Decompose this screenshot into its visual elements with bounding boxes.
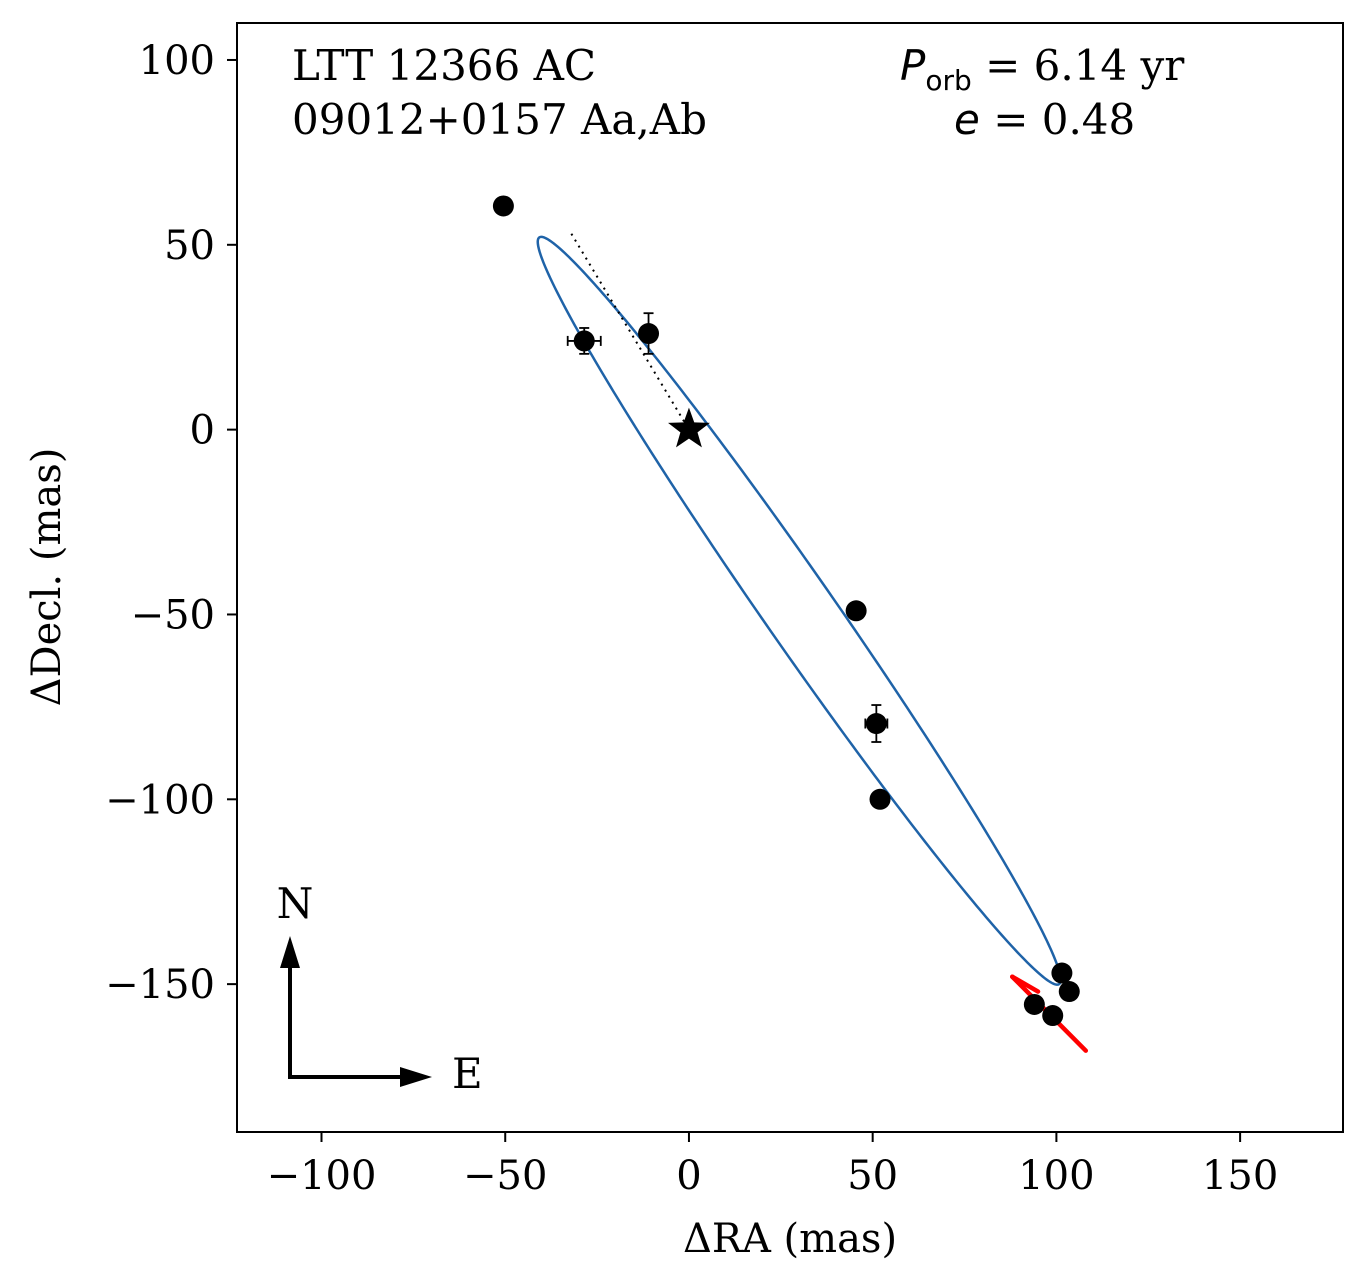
eccentricity-label: e = 0.48: [954, 95, 1135, 144]
data-point: [865, 713, 887, 735]
marks-layer: [492, 195, 1089, 1053]
x-tick-label: −100: [267, 1153, 377, 1199]
compass-east-arrowhead: [400, 1067, 432, 1087]
period-value: = 6.14 yr: [972, 41, 1185, 90]
y-tick-label: 50: [164, 223, 215, 269]
ecc-symbol: e: [954, 95, 980, 144]
y-tick-label: 0: [190, 408, 215, 454]
orbit-ellipse: [536, 235, 1062, 986]
y-tick-label: −50: [131, 592, 215, 638]
plot-area: [492, 195, 1089, 1053]
period-symbol: P: [900, 41, 926, 90]
compass: N E: [277, 879, 483, 1098]
y-tick-label: −100: [105, 777, 215, 823]
x-tick-label: −50: [463, 1153, 547, 1199]
period-label: Porb = 6.14 yr: [900, 41, 1185, 97]
ecc-value: = 0.48: [980, 95, 1135, 144]
x-tick-label: 0: [676, 1153, 701, 1199]
line-of-nodes: [570, 233, 690, 431]
ticks-layer: −100 −50 0 50 100 150 −150 −100 −50 0 50 100: [105, 38, 1278, 1199]
data-point: [1051, 962, 1073, 984]
primary-star-marker: [668, 407, 710, 448]
x-tick-label: 150: [1202, 1153, 1278, 1199]
data-point: [845, 600, 867, 622]
plot-frame: [236, 22, 1344, 1133]
compass-north-label: N: [277, 879, 314, 928]
residual-segment: [1010, 974, 1041, 994]
data-point: [1042, 1005, 1064, 1027]
orbit-layer: [536, 233, 1062, 986]
y-tick-label: −150: [105, 962, 215, 1008]
compass-east-label: E: [452, 1049, 483, 1098]
data-point: [1023, 993, 1045, 1015]
y-tick-label: 100: [139, 38, 215, 84]
data-point: [492, 195, 514, 217]
y-axis-label: ΔDecl. (mas): [24, 448, 70, 707]
data-point: [1058, 981, 1080, 1003]
system-id-label: 09012+0157 Aa,Ab: [292, 95, 707, 144]
system-name-label: LTT 12366 AC: [292, 41, 596, 90]
x-tick-label: 100: [1018, 1153, 1094, 1199]
data-point: [573, 330, 595, 352]
compass-north-arrowhead: [280, 936, 300, 968]
data-point: [638, 323, 660, 345]
data-point: [869, 788, 891, 810]
period-subscript: orb: [925, 64, 971, 97]
x-tick-label: 50: [847, 1153, 898, 1199]
x-axis-label: ΔRA (mas): [683, 1216, 897, 1262]
